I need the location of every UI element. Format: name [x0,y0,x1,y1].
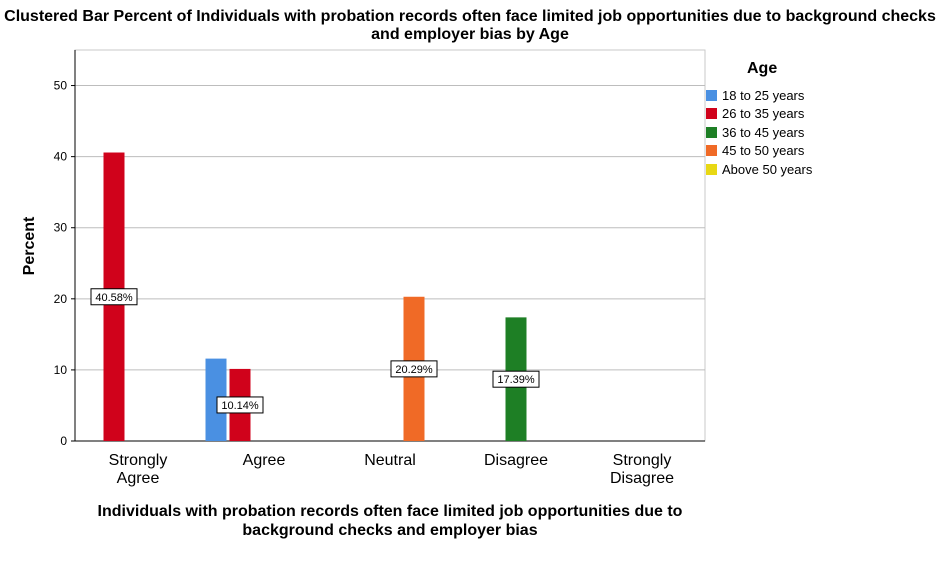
legend-item: 26 to 35 years [706,105,936,124]
legend-swatch [706,126,717,138]
data-label-box [492,370,540,388]
legend-item: 36 to 45 years [706,123,936,142]
legend: Age 18 to 25 years 26 to 35 years 36 to 45… [706,58,936,179]
chart-title: Clustered Bar Percent of Individuals wit… [4,8,936,43]
y-tick-label: 20 [54,292,68,306]
data-label: 20.29% [395,364,433,376]
legend-title: Age [747,60,778,77]
legend-label: 45 to 50 years [722,143,805,159]
x-tick-label: Disagree [484,452,548,469]
data-label: 17.39% [497,374,535,386]
y-axis-title: Percent [21,216,38,275]
x-tick-label: Strongly Agree [109,452,168,487]
y-tick-label: 30 [54,221,68,235]
x-axis-title: Individuals with probation records often… [97,503,683,539]
legend-item: 18 to 25 years [706,86,936,105]
data-label: 10.14% [221,400,259,412]
legend-label: Above 50 years [722,161,813,177]
data-label-box [390,360,438,378]
y-tick-label: 40 [54,150,68,164]
x-tick-label: Agree [243,452,286,469]
legend-swatch [706,89,717,101]
data-label: 40.58% [95,292,133,304]
legend-item: 45 to 50 years [706,142,936,161]
y-tick-label: 50 [54,79,68,93]
legend-item: Above 50 years [706,160,936,179]
legend-swatch [706,163,717,175]
legend-label: 18 to 25 years [722,87,805,103]
data-label-box [216,396,264,414]
legend-swatch [706,108,717,120]
legend-label: 26 to 35 years [722,106,805,122]
plot-frame [74,49,706,442]
y-tick-label: 0 [60,434,67,448]
bar [205,358,227,441]
legend-swatch [706,145,717,157]
legend-label: 36 to 45 years [722,124,805,140]
x-tick-label: Neutral [364,452,416,469]
x-tick-label: Strongly Disagree [610,452,674,487]
data-label-box [90,288,138,306]
y-tick-label: 10 [54,363,68,377]
